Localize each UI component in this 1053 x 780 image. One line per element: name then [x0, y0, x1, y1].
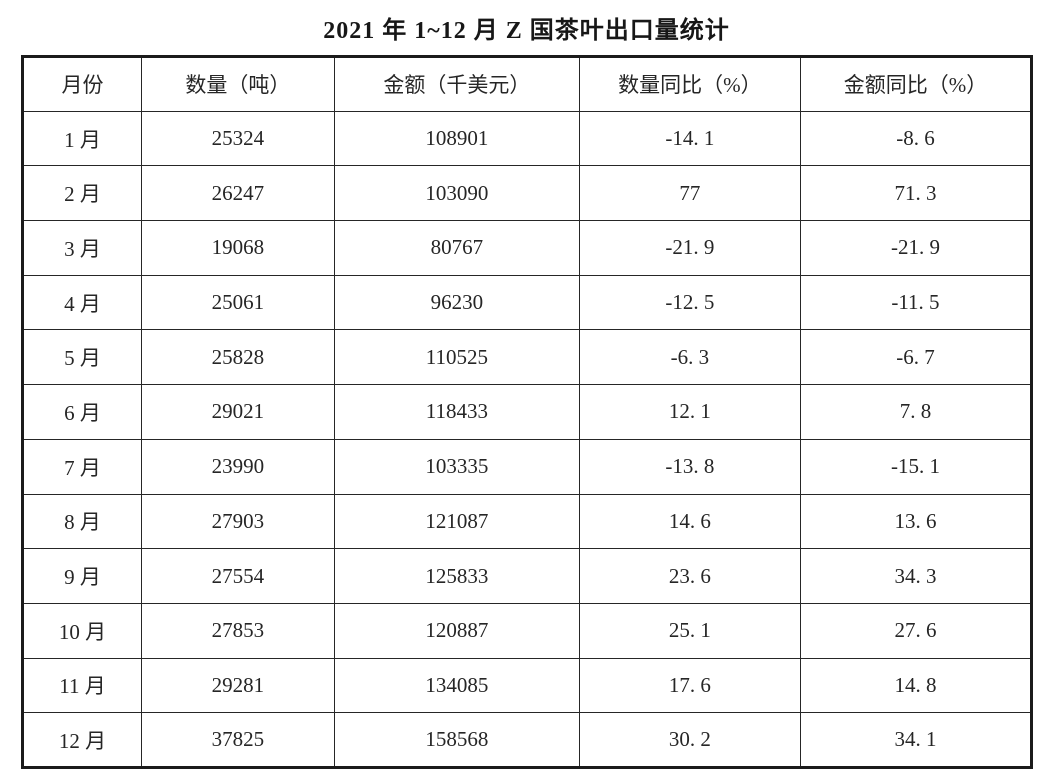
- month-cell: 5 月: [21, 329, 143, 386]
- month-cell: 2 月: [21, 165, 143, 222]
- quantity-cell: 25828: [141, 329, 335, 386]
- table-row: 6 月 29021 118433 12. 1 7. 8: [21, 384, 1033, 440]
- table-row: 2 月 26247 103090 77 71. 3: [21, 165, 1033, 222]
- table-row: 10 月 27853 120887 25. 1 27. 6: [21, 602, 1033, 659]
- amount-cell: 121087: [333, 493, 580, 550]
- quantity-cell: 23990: [141, 438, 335, 495]
- month-cell: 7 月: [21, 438, 143, 495]
- table-row: 3 月 19068 80767 -21. 9 -21. 9: [21, 220, 1033, 276]
- amount-cell: 108901: [333, 110, 580, 167]
- quantity-yoy-cell: 12. 1: [578, 384, 801, 440]
- quantity-cell: 26247: [141, 165, 335, 222]
- quantity-yoy-cell: 30. 2: [578, 712, 801, 768]
- month-cell: 3 月: [21, 220, 143, 276]
- table-header: 月份 数量（吨） 金额（千美元） 数量同比（%） 金额同比（%）: [21, 56, 1033, 112]
- table-row: 9 月 27554 125833 23. 6 34. 3: [21, 548, 1033, 604]
- amount-yoy-cell: -21. 9: [799, 220, 1033, 276]
- quantity-cell: 19068: [141, 220, 335, 276]
- header-quantity-yoy: 数量同比（%）: [578, 56, 801, 112]
- header-month: 月份: [21, 56, 143, 112]
- quantity-yoy-cell: -12. 5: [578, 274, 801, 331]
- amount-yoy-cell: 13. 6: [799, 493, 1033, 550]
- month-cell: 8 月: [21, 493, 143, 550]
- header-amount: 金额（千美元）: [333, 56, 580, 112]
- amount-cell: 96230: [333, 274, 580, 331]
- amount-yoy-cell: 34. 1: [799, 712, 1033, 768]
- table-row: 5 月 25828 110525 -6. 3 -6. 7: [21, 329, 1033, 386]
- quantity-yoy-cell: -21. 9: [578, 220, 801, 276]
- header-quantity: 数量（吨）: [141, 56, 335, 112]
- month-cell: 4 月: [21, 274, 143, 331]
- amount-cell: 80767: [333, 220, 580, 276]
- month-cell: 10 月: [21, 602, 143, 659]
- quantity-yoy-cell: 77: [578, 165, 801, 222]
- month-cell: 12 月: [21, 712, 143, 768]
- amount-cell: 120887: [333, 602, 580, 659]
- amount-yoy-cell: -8. 6: [799, 110, 1033, 167]
- quantity-yoy-cell: -6. 3: [578, 329, 801, 386]
- header-row: 月份 数量（吨） 金额（千美元） 数量同比（%） 金额同比（%）: [21, 56, 1033, 112]
- amount-cell: 118433: [333, 384, 580, 440]
- month-cell: 11 月: [21, 657, 143, 714]
- amount-yoy-cell: 7. 8: [799, 384, 1033, 440]
- table-row: 4 月 25061 96230 -12. 5 -11. 5: [21, 274, 1033, 331]
- table-row: 7 月 23990 103335 -13. 8 -15. 1: [21, 438, 1033, 495]
- table-row: 12 月 37825 158568 30. 2 34. 1: [21, 712, 1033, 768]
- amount-yoy-cell: 27. 6: [799, 602, 1033, 659]
- amount-yoy-cell: -11. 5: [799, 274, 1033, 331]
- amount-yoy-cell: -15. 1: [799, 438, 1033, 495]
- month-cell: 6 月: [21, 384, 143, 440]
- amount-yoy-cell: 34. 3: [799, 548, 1033, 604]
- quantity-cell: 25324: [141, 110, 335, 167]
- amount-cell: 134085: [333, 657, 580, 714]
- quantity-cell: 27903: [141, 493, 335, 550]
- header-amount-yoy: 金额同比（%）: [799, 56, 1033, 112]
- amount-cell: 158568: [333, 712, 580, 768]
- quantity-yoy-cell: -14. 1: [578, 110, 801, 167]
- table-row: 8 月 27903 121087 14. 6 13. 6: [21, 493, 1033, 550]
- quantity-yoy-cell: 25. 1: [578, 602, 801, 659]
- quantity-yoy-cell: 17. 6: [578, 657, 801, 714]
- quantity-cell: 29281: [141, 657, 335, 714]
- amount-cell: 110525: [333, 329, 580, 386]
- table-row: 1 月 25324 108901 -14. 1 -8. 6: [21, 110, 1033, 167]
- quantity-cell: 27554: [141, 548, 335, 604]
- quantity-cell: 29021: [141, 384, 335, 440]
- quantity-yoy-cell: 23. 6: [578, 548, 801, 604]
- quantity-yoy-cell: -13. 8: [578, 438, 801, 495]
- quantity-cell: 27853: [141, 602, 335, 659]
- page-title: 2021 年 1~12 月 Z 国茶叶出口量统计: [323, 18, 730, 44]
- quantity-cell: 37825: [141, 712, 335, 768]
- amount-yoy-cell: 71. 3: [799, 165, 1033, 222]
- amount-cell: 125833: [333, 548, 580, 604]
- month-cell: 9 月: [21, 548, 143, 604]
- amount-cell: 103090: [333, 165, 580, 222]
- amount-cell: 103335: [333, 438, 580, 495]
- tea-export-table: 月份 数量（吨） 金额（千美元） 数量同比（%） 金额同比（%） 1 月 2532…: [21, 55, 1033, 769]
- month-cell: 1 月: [21, 110, 143, 167]
- amount-yoy-cell: -6. 7: [799, 329, 1033, 386]
- amount-yoy-cell: 14. 8: [799, 657, 1033, 714]
- quantity-yoy-cell: 14. 6: [578, 493, 801, 550]
- quantity-cell: 25061: [141, 274, 335, 331]
- table-row: 11 月 29281 134085 17. 6 14. 8: [21, 657, 1033, 714]
